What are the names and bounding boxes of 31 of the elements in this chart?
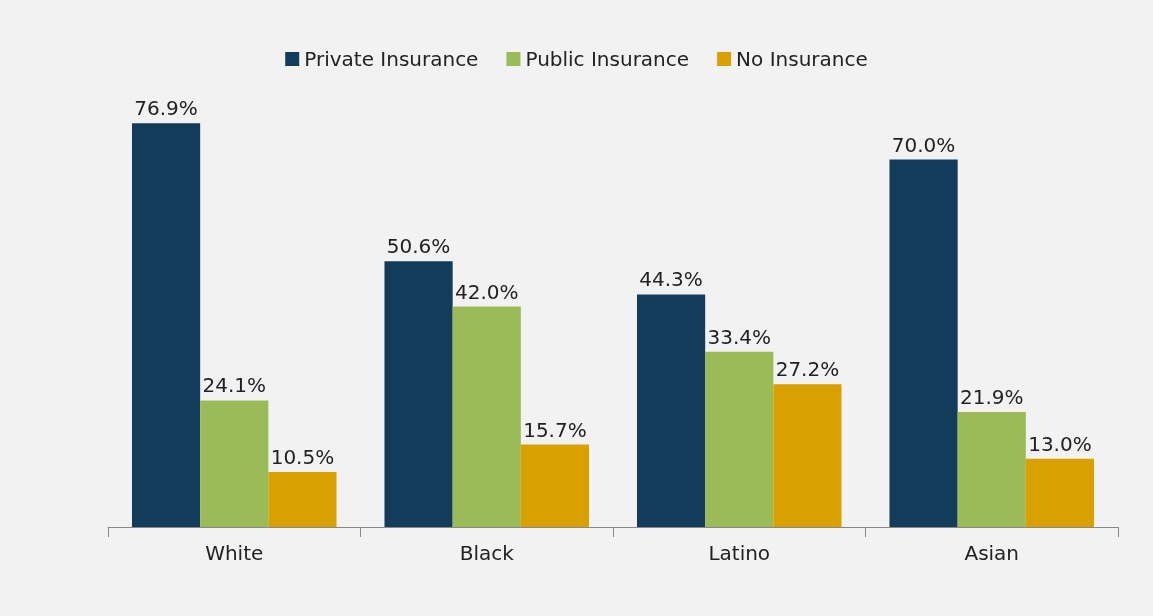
- legend-label: Public Insurance: [525, 47, 690, 71]
- bar: [452, 306, 521, 527]
- data-label: 24.1%: [202, 373, 267, 398]
- data-label: 21.9%: [959, 385, 1024, 410]
- data-label: 15.7%: [523, 417, 587, 442]
- data-label: 70.0%: [891, 132, 956, 157]
- bar: [520, 444, 590, 527]
- data-label: 44.3%: [639, 267, 703, 292]
- data-label: 10.5%: [270, 444, 335, 469]
- legend-label: No Insurance: [736, 47, 868, 71]
- bar: [1025, 458, 1095, 527]
- bar: [705, 351, 774, 527]
- bar: [773, 384, 842, 527]
- x-tick-label: Latino: [708, 541, 771, 565]
- bar: [268, 471, 337, 527]
- legend-label: Private Insurance: [304, 47, 479, 71]
- data-label: 76.9%: [134, 96, 198, 121]
- data-label: 33.4%: [707, 324, 772, 349]
- x-tick-label: White: [205, 541, 264, 565]
- x-tick-label: Black: [459, 541, 515, 565]
- bar: [889, 159, 958, 527]
- data-label: 13.0%: [1028, 431, 1092, 456]
- bar: [636, 294, 706, 527]
- data-label: 27.2%: [775, 357, 840, 382]
- data-label: 42.0%: [454, 279, 519, 304]
- bar: [384, 261, 453, 527]
- data-label: 50.6%: [386, 234, 451, 259]
- x-tick-label: Asian: [964, 541, 1020, 565]
- bar: [200, 400, 269, 527]
- bar: [957, 412, 1026, 527]
- bar: [131, 123, 201, 527]
